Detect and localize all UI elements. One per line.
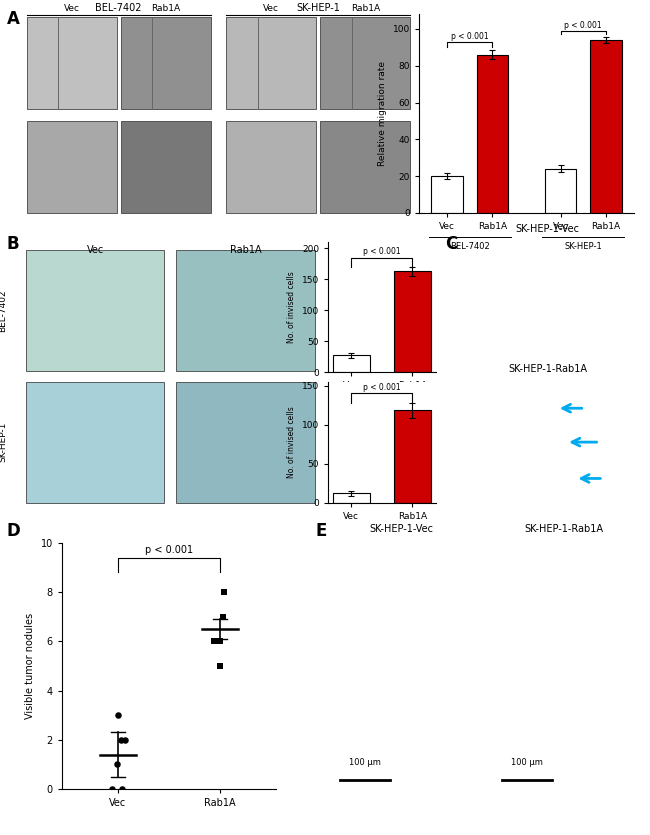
Point xyxy=(113,708,124,721)
Text: p < 0.001: p < 0.001 xyxy=(451,32,489,41)
Text: Vec: Vec xyxy=(86,245,104,255)
Bar xyxy=(226,121,317,213)
Text: p < 0.001: p < 0.001 xyxy=(363,382,400,392)
Text: D: D xyxy=(6,522,20,540)
Bar xyxy=(394,411,430,503)
Point xyxy=(209,635,219,648)
Point xyxy=(112,758,122,772)
Bar xyxy=(27,121,117,213)
Bar xyxy=(333,493,370,503)
Text: BEL-7402: BEL-7402 xyxy=(96,3,142,13)
Point xyxy=(218,610,228,623)
Bar xyxy=(320,17,410,109)
Text: p < 0.001: p < 0.001 xyxy=(363,247,400,256)
Text: Rab1A: Rab1A xyxy=(229,245,261,255)
Text: A: A xyxy=(6,10,20,28)
Text: BEL-7402: BEL-7402 xyxy=(0,289,7,331)
Text: E: E xyxy=(315,522,326,540)
Point xyxy=(215,660,226,673)
Text: BEL-7402: BEL-7402 xyxy=(450,242,489,251)
Point xyxy=(107,782,117,796)
Text: Vec: Vec xyxy=(64,3,80,13)
Text: SK-HEP-1-Rab1A: SK-HEP-1-Rab1A xyxy=(508,364,587,374)
Bar xyxy=(121,121,211,213)
Point xyxy=(215,635,226,648)
Bar xyxy=(25,382,164,503)
Text: B: B xyxy=(6,235,19,254)
Text: p < 0.001: p < 0.001 xyxy=(564,21,602,30)
Y-axis label: No. of invised cells: No. of invised cells xyxy=(287,407,296,478)
Text: Rab1A: Rab1A xyxy=(151,3,180,13)
Bar xyxy=(176,250,315,371)
Text: SK-HEP-1-Vec: SK-HEP-1-Vec xyxy=(515,225,580,235)
Point xyxy=(117,782,127,796)
Y-axis label: Relative migration rate: Relative migration rate xyxy=(378,61,387,166)
Bar xyxy=(176,382,315,503)
Y-axis label: Visible tumor nodules: Visible tumor nodules xyxy=(25,613,35,719)
Y-axis label: No. of invised cells: No. of invised cells xyxy=(287,271,296,343)
Bar xyxy=(476,54,508,213)
Text: C: C xyxy=(445,235,458,254)
Text: SK-HEP-1: SK-HEP-1 xyxy=(296,3,340,13)
Bar xyxy=(226,17,317,109)
Text: SK-HEP-1: SK-HEP-1 xyxy=(564,242,602,251)
Bar xyxy=(121,17,211,109)
Text: p < 0.001: p < 0.001 xyxy=(145,545,193,555)
Bar xyxy=(320,121,410,213)
Bar xyxy=(333,355,370,372)
Point xyxy=(116,733,126,746)
Bar xyxy=(431,176,463,213)
Text: SK-HEP-1-Vec: SK-HEP-1-Vec xyxy=(369,524,434,534)
Point xyxy=(219,585,229,599)
Text: Rab1A: Rab1A xyxy=(350,3,380,13)
Text: SK-HEP-1: SK-HEP-1 xyxy=(0,422,7,463)
Bar xyxy=(25,250,164,371)
Bar xyxy=(394,271,430,372)
Text: 100 μm: 100 μm xyxy=(512,758,543,767)
Text: Vec: Vec xyxy=(263,3,280,13)
Text: 100 μm: 100 μm xyxy=(349,758,381,767)
Bar xyxy=(27,17,117,109)
Text: SK-HEP-1-Rab1A: SK-HEP-1-Rab1A xyxy=(525,524,603,534)
Bar xyxy=(545,169,577,213)
Bar xyxy=(590,40,622,213)
Point xyxy=(120,733,130,746)
Point xyxy=(211,635,222,648)
